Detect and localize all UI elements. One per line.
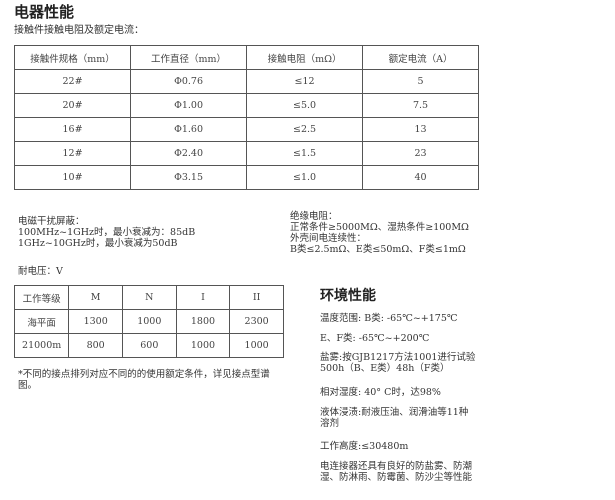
table-cell: 1000 xyxy=(175,333,231,358)
table-cell: 22# xyxy=(13,69,132,94)
table-cell: 12# xyxy=(13,141,132,166)
header-cell: I xyxy=(175,285,231,310)
env-item: 电连接器还具有良好的防盐雾、防潮 湿、防淋雨、防霉菌、防沙尘等性能 xyxy=(320,461,472,483)
table-row: 12# Φ2.40 ≤1.5 23 xyxy=(13,141,479,166)
env-line: 温度范围: B类: -65℃~+175℃ xyxy=(320,313,458,324)
table-cell: 2300 xyxy=(229,309,284,334)
table-cell: 1000 xyxy=(121,309,177,334)
table-cell: 1000 xyxy=(229,333,284,358)
contact-table: 接触件规格（mm） 工作直径（mm） 接触电阻（mΩ） 额定电流（A） 22# Φ0.76… xyxy=(13,45,479,190)
env-item: 液体浸渍:耐液压油、润滑油等11种 溶剂 xyxy=(320,407,468,429)
voltage-label: 耐电压：V xyxy=(18,266,63,277)
table-cell: Φ2.40 xyxy=(130,141,248,166)
env-line: 溶剂 xyxy=(320,418,340,429)
table-cell: 1300 xyxy=(68,309,123,334)
table-row: 20# Φ1.00 ≤5.0 7.5 xyxy=(13,93,479,118)
note: *不同的接点排列对应不同的的使用额定条件，详见接点型谱 图。 xyxy=(18,369,270,391)
env-line: 工作高度:≤30480m xyxy=(320,441,409,452)
env-line: 相对湿度: 40° C时，达98% xyxy=(320,387,441,398)
subtitle: 接触件接触电阻及额定电流： xyxy=(14,25,144,36)
note-line: *不同的接点排列对应不同的的使用额定条件，详见接点型谱 xyxy=(18,369,270,380)
emi-line: 电磁干扰屏蔽： xyxy=(18,216,85,227)
emi-line: 1GHz~10GHz时，最小衰减为50dB xyxy=(18,238,178,249)
env-line: E、F类: -65℃~+200℃ xyxy=(320,333,430,344)
table-cell: ≤12 xyxy=(246,69,364,94)
env-item: 相对湿度: 40° C时，达98% xyxy=(320,387,441,398)
insulation-line: 外壳间电连续性： xyxy=(290,233,367,244)
table-cell: 21000m xyxy=(13,333,70,358)
table-row: 海平面 1300 1000 1800 2300 xyxy=(13,309,284,334)
table-cell: 20# xyxy=(13,93,132,118)
table-cell: 600 xyxy=(121,333,177,358)
table-cell: 16# xyxy=(13,117,132,142)
header-cell: 额定电流（A） xyxy=(362,45,479,70)
table-cell: 40 xyxy=(362,165,479,190)
env-line: 电连接器还具有良好的防盐雾、防潮 xyxy=(320,461,473,472)
table-cell: 海平面 xyxy=(13,309,70,334)
table-row: 10# Φ3.15 ≤1.0 40 xyxy=(13,165,479,190)
table-cell: Φ1.60 xyxy=(130,117,248,142)
table-cell: 5 xyxy=(362,69,479,94)
table-cell: 10# xyxy=(13,165,132,190)
table-row: 16# Φ1.60 ≤2.5 13 xyxy=(13,117,479,142)
section-title-electrical: 电器性能 xyxy=(14,3,75,21)
table-header-row: 工作等级 M N I II xyxy=(13,285,284,310)
table-cell: ≤1.5 xyxy=(246,141,364,166)
note-line: 图。 xyxy=(18,380,38,391)
voltage-table: 工作等级 M N I II 海平面 1300 1000 1800 2300 21000m 800 600… xyxy=(13,285,284,358)
table-cell: ≤2.5 xyxy=(246,117,364,142)
header-cell: 接触件规格（mm） xyxy=(13,45,132,70)
insulation-block: 绝缘电阻： 正常条件≥5000MΩ、湿热条件≥100MΩ 外壳间电连续性： B类… xyxy=(290,211,469,255)
table-row: 22# Φ0.76 ≤12 5 xyxy=(13,69,479,94)
table-cell: 23 xyxy=(362,141,479,166)
emi-line: 100MHz~1GHz时，最小衰减为：85dB xyxy=(18,227,196,238)
table-cell: 800 xyxy=(68,333,123,358)
env-line: 盐雾:按GJB1217方法1001进行试验 xyxy=(320,352,476,363)
env-line: 液体浸渍:耐液压油、润滑油等11种 xyxy=(320,407,469,418)
header-cell: II xyxy=(229,285,284,310)
insulation-line: 正常条件≥5000MΩ、湿热条件≥100MΩ xyxy=(290,222,469,233)
env-line: 500h（B、E类）48h（F类） xyxy=(320,363,450,374)
header-cell: N xyxy=(121,285,177,310)
table-cell: 1800 xyxy=(175,309,231,334)
header-cell: M xyxy=(68,285,123,310)
table-cell: ≤1.0 xyxy=(246,165,364,190)
env-item: 盐雾:按GJB1217方法1001进行试验 500h（B、E类）48h（F类） xyxy=(320,352,475,374)
table-cell: Φ1.00 xyxy=(130,93,248,118)
header-cell: 工作等级 xyxy=(13,285,70,310)
table-row: 21000m 800 600 1000 1000 xyxy=(13,333,284,358)
env-item: E、F类: -65℃~+200℃ xyxy=(320,333,429,344)
table-cell: Φ0.76 xyxy=(130,69,248,94)
insulation-line: B类≤2.5mΩ、E类≤50mΩ、F类≤1mΩ xyxy=(290,244,466,255)
table-cell: ≤5.0 xyxy=(246,93,364,118)
env-line: 湿、防淋雨、防霉菌、防沙尘等性能 xyxy=(320,472,473,483)
header-cell: 接触电阻（mΩ） xyxy=(246,45,364,70)
section-title-environment: 环境性能 xyxy=(320,288,376,304)
insulation-line: 绝缘电阻： xyxy=(290,211,338,222)
header-cell: 工作直径（mm） xyxy=(130,45,248,70)
env-item: 工作高度:≤30480m xyxy=(320,441,408,452)
table-cell: 7.5 xyxy=(362,93,479,118)
table-cell: Φ3.15 xyxy=(130,165,248,190)
table-header-row: 接触件规格（mm） 工作直径（mm） 接触电阻（mΩ） 额定电流（A） xyxy=(13,45,479,70)
table-cell: 13 xyxy=(362,117,479,142)
emi-block: 电磁干扰屏蔽： 100MHz~1GHz时，最小衰减为：85dB 1GHz~10G… xyxy=(18,216,195,249)
env-item: 温度范围: B类: -65℃~+175℃ xyxy=(320,313,458,324)
